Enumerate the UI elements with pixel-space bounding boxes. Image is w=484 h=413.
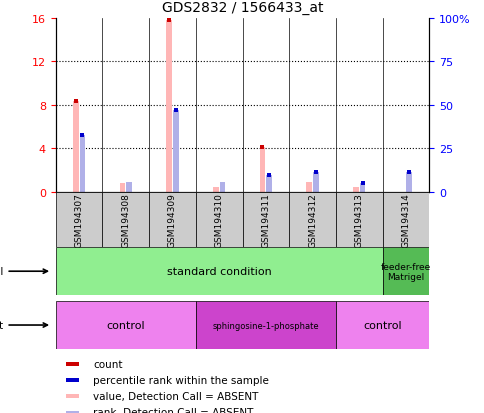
Bar — [382, 248, 428, 295]
Text: GSM194311: GSM194311 — [261, 192, 270, 247]
Bar — [242, 192, 288, 248]
Text: standard condition: standard condition — [166, 266, 271, 277]
Bar — [66, 411, 78, 413]
Bar — [66, 394, 78, 398]
Bar — [359, 183, 364, 192]
Bar — [66, 378, 78, 382]
Bar — [382, 192, 428, 248]
Bar — [406, 173, 411, 192]
Text: GSM194312: GSM194312 — [307, 192, 317, 247]
Text: growth protocol: growth protocol — [0, 266, 47, 277]
Text: sphingosine-1-phosphate: sphingosine-1-phosphate — [212, 321, 318, 330]
Bar — [306, 182, 311, 192]
Bar — [56, 301, 196, 349]
Text: GSM194310: GSM194310 — [214, 192, 223, 247]
Bar — [79, 135, 85, 192]
Text: rank, Detection Call = ABSENT: rank, Detection Call = ABSENT — [93, 407, 253, 413]
Text: control: control — [363, 320, 401, 330]
Bar — [56, 248, 382, 295]
Bar — [335, 192, 382, 248]
Bar — [288, 192, 335, 248]
Bar — [73, 102, 78, 192]
Text: GSM194314: GSM194314 — [401, 192, 409, 247]
Bar — [219, 182, 225, 192]
Bar — [102, 192, 149, 248]
Bar — [259, 147, 265, 192]
Text: GSM194309: GSM194309 — [167, 192, 177, 247]
Text: control: control — [106, 320, 145, 330]
Bar — [173, 111, 178, 192]
Text: count: count — [93, 359, 122, 369]
Title: GDS2832 / 1566433_at: GDS2832 / 1566433_at — [162, 1, 322, 15]
Bar — [212, 188, 218, 192]
Bar — [120, 183, 125, 192]
Bar — [66, 362, 78, 366]
Bar — [266, 176, 272, 192]
Bar — [313, 173, 318, 192]
Bar — [56, 192, 102, 248]
Text: GSM194313: GSM194313 — [354, 192, 363, 247]
Bar — [126, 182, 132, 192]
Text: GSM194307: GSM194307 — [75, 192, 83, 247]
Text: percentile rank within the sample: percentile rank within the sample — [93, 375, 269, 385]
Text: value, Detection Call = ABSENT: value, Detection Call = ABSENT — [93, 391, 258, 401]
Bar — [196, 301, 335, 349]
Bar — [166, 21, 171, 192]
Text: feeder-free
Matrigel: feeder-free Matrigel — [380, 262, 430, 281]
Text: GSM194308: GSM194308 — [121, 192, 130, 247]
Bar — [335, 301, 428, 349]
Text: agent: agent — [0, 320, 47, 330]
Bar — [196, 192, 242, 248]
Bar — [149, 192, 196, 248]
Bar — [352, 188, 358, 192]
